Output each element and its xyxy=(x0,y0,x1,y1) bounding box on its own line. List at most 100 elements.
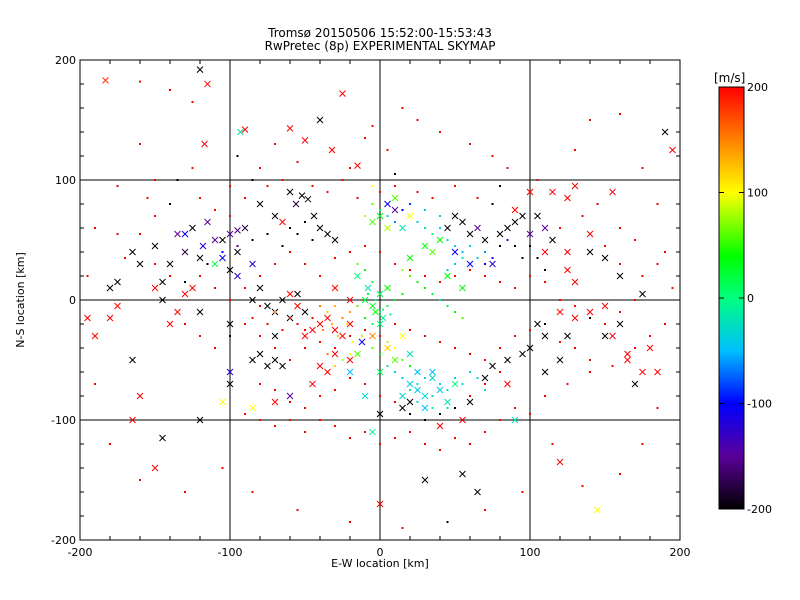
data-point-dot xyxy=(424,443,426,445)
data-point-dot xyxy=(319,395,321,397)
data-point-x xyxy=(196,254,204,262)
data-point-x xyxy=(310,212,318,220)
data-point-dot xyxy=(169,89,171,91)
data-point-x xyxy=(451,380,459,388)
colorbar-tick-label: -200 xyxy=(747,503,772,516)
data-point-x xyxy=(519,212,526,220)
data-point-dot xyxy=(424,377,426,379)
data-point-dot xyxy=(124,257,126,259)
data-point-dot xyxy=(191,101,194,103)
data-point-x xyxy=(556,356,564,364)
data-point-x xyxy=(534,212,541,220)
data-point-x xyxy=(211,236,219,244)
data-point-dot xyxy=(259,335,261,337)
data-point-x xyxy=(586,230,594,238)
colorbar-tick-label: 200 xyxy=(747,81,768,94)
data-point-x xyxy=(451,248,459,256)
data-point-x xyxy=(372,308,379,316)
data-point-x xyxy=(226,320,234,328)
data-point-dot xyxy=(491,155,494,157)
data-point-dot xyxy=(229,185,231,187)
data-point-x xyxy=(481,374,489,382)
data-point-x xyxy=(391,194,399,202)
data-point-dot xyxy=(146,197,149,199)
data-point-x xyxy=(309,380,316,388)
data-point-x xyxy=(474,224,481,232)
data-point-dot xyxy=(266,233,269,235)
data-point-dot xyxy=(386,365,389,367)
data-point-dot xyxy=(424,275,426,277)
data-point-dot xyxy=(371,125,374,127)
data-point-x xyxy=(339,332,346,340)
data-point-dot xyxy=(506,239,509,241)
data-point-dot xyxy=(544,395,546,397)
data-point-dot xyxy=(304,431,306,433)
data-point-dot xyxy=(319,305,321,307)
data-point-dot xyxy=(367,293,369,295)
data-point-x xyxy=(196,308,204,316)
data-point-dot xyxy=(499,245,501,247)
data-point-x xyxy=(331,350,339,358)
data-point-dot xyxy=(454,437,456,439)
data-point-dot xyxy=(439,341,441,343)
data-point-dot xyxy=(341,317,344,319)
data-point-dot xyxy=(656,407,659,409)
data-point-dot xyxy=(454,347,456,349)
data-point-dot xyxy=(281,329,284,331)
data-point-x xyxy=(166,320,174,328)
data-point-dot xyxy=(214,287,216,289)
data-point-x xyxy=(364,284,372,292)
data-point-x xyxy=(361,296,369,304)
data-point-dot xyxy=(304,347,306,349)
data-point-x xyxy=(129,248,136,256)
data-point-dot xyxy=(484,509,486,511)
data-point-x xyxy=(519,350,526,358)
data-point-x xyxy=(541,248,549,256)
data-point-dot xyxy=(154,179,156,181)
data-point-dot xyxy=(371,281,374,283)
data-point-dot xyxy=(244,323,246,325)
data-point-dot xyxy=(364,245,366,247)
data-point-dot xyxy=(514,407,516,409)
data-point-dot xyxy=(536,179,539,181)
data-point-x xyxy=(196,66,204,73)
data-point-dot xyxy=(484,389,486,391)
data-point-dot xyxy=(461,317,464,319)
data-point-dot xyxy=(409,329,411,331)
data-point-x xyxy=(271,332,279,340)
data-point-x xyxy=(384,344,391,352)
data-point-dot xyxy=(529,329,531,331)
data-point-dot xyxy=(311,317,314,319)
data-point-x xyxy=(271,356,279,364)
data-point-x xyxy=(504,224,511,232)
data-point-dot xyxy=(401,359,404,361)
data-point-x xyxy=(129,356,136,364)
data-point-dot xyxy=(484,251,486,253)
data-point-dot xyxy=(349,437,351,439)
data-point-x xyxy=(201,140,208,148)
data-point-dot xyxy=(394,437,396,439)
data-point-x xyxy=(399,332,406,340)
data-point-dot xyxy=(281,179,284,181)
data-point-dot xyxy=(274,263,276,265)
x-tick-label: 100 xyxy=(520,546,541,559)
chart-title: Tromsø 20150506 15:52:00-15:53:43 xyxy=(268,26,492,40)
data-point-x xyxy=(436,236,444,244)
data-point-dot xyxy=(322,329,324,331)
data-point-x xyxy=(444,272,451,280)
data-point-dot xyxy=(229,299,231,301)
data-point-dot xyxy=(304,263,306,265)
data-point-dot xyxy=(361,335,363,337)
data-point-x xyxy=(616,320,624,328)
data-point-dot xyxy=(424,335,426,337)
data-point-x xyxy=(369,332,376,340)
data-point-x xyxy=(594,506,601,514)
data-point-x xyxy=(292,200,300,208)
data-point-dot xyxy=(176,179,179,181)
data-point-dot xyxy=(371,203,374,205)
data-point-dot xyxy=(259,419,261,421)
data-point-x xyxy=(136,260,144,268)
colorbar-label: [m/s] xyxy=(714,71,746,85)
data-point-dot xyxy=(604,245,606,247)
